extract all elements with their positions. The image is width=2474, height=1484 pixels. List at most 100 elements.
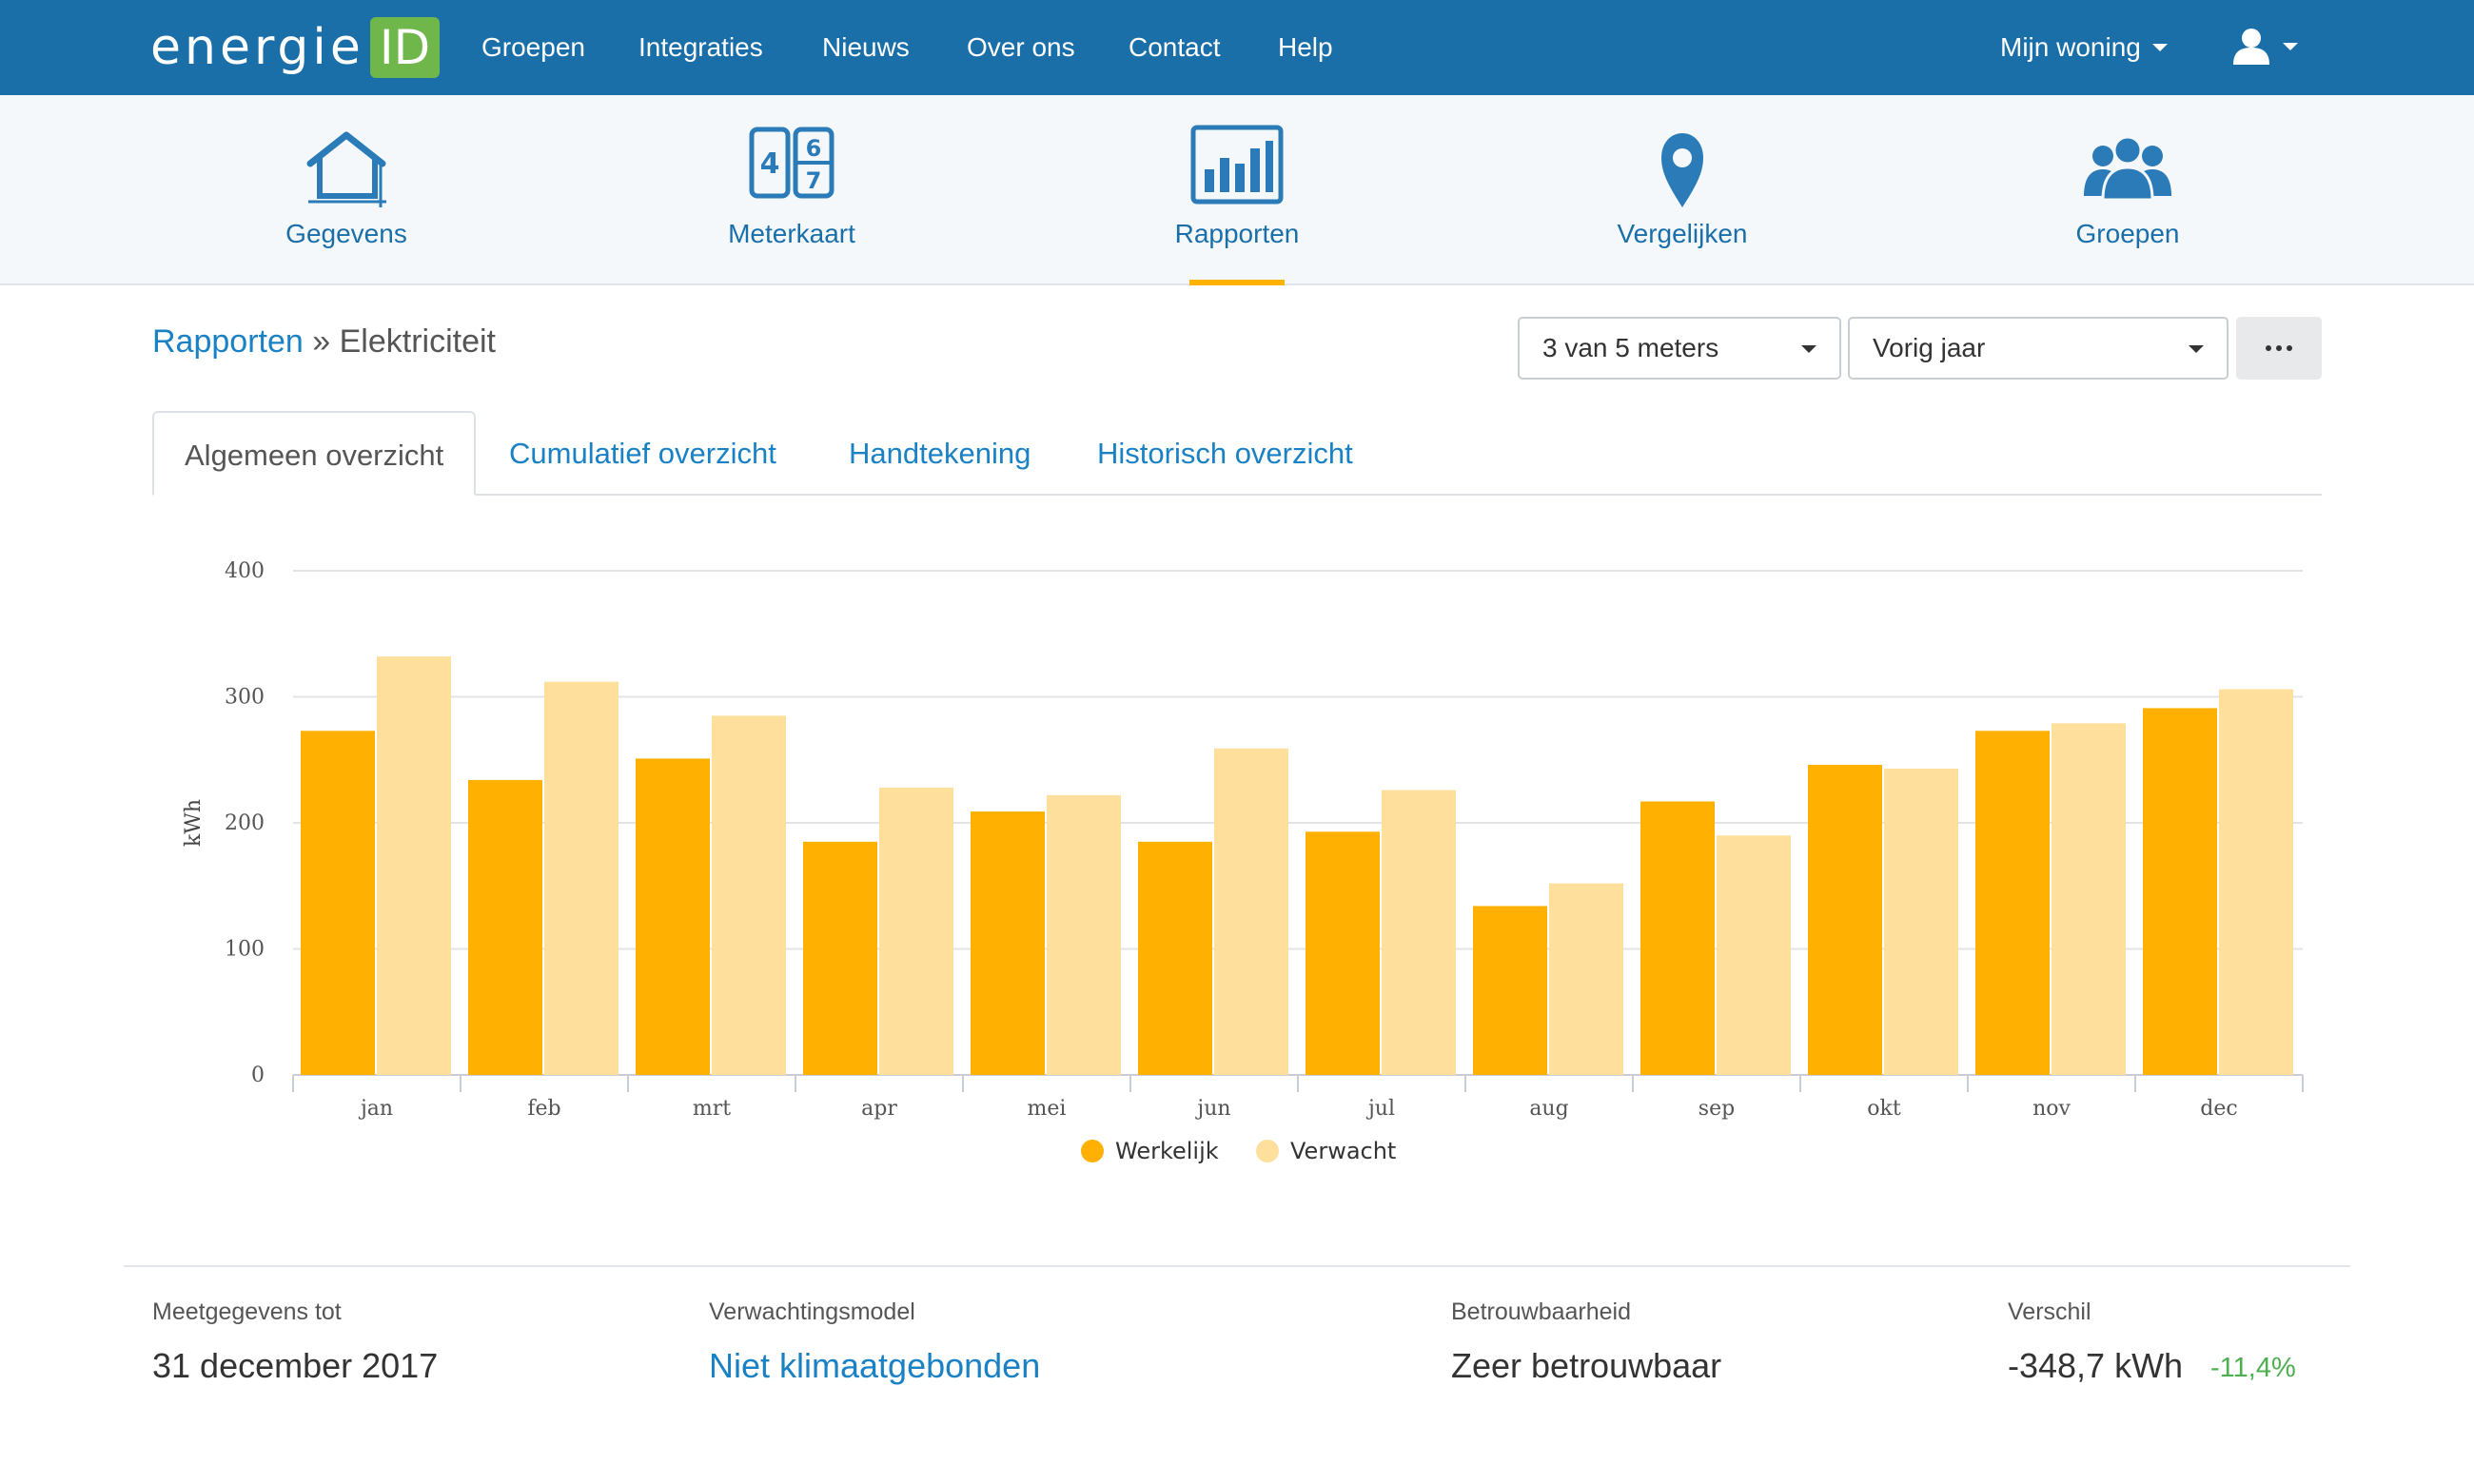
top-navbar: energie ID Groepen Integraties Nieuws Ov… (0, 0, 2474, 95)
difference-value: -348,7 kWh (2008, 1346, 2184, 1385)
measured-until-label: Meetgegevens tot (152, 1298, 342, 1325)
subnav-item-rapporten[interactable]: Rapporten (1094, 95, 1380, 285)
nav-contact[interactable]: Contact (1129, 32, 1221, 62)
svg-text:4: 4 (760, 147, 780, 181)
breadcrumb-current: Elektriciteit (339, 323, 496, 360)
meters-select[interactable]: 3 van 5 meters (1518, 317, 1841, 380)
bar-werkelijk-nov (1975, 731, 2050, 1075)
bar-werkelijk-mei (971, 811, 1045, 1075)
nav-help[interactable]: Help (1278, 32, 1333, 62)
nav-integraties[interactable]: Integraties (638, 32, 763, 62)
y-axis-label: kWh (182, 799, 206, 847)
bar-verwacht-nov (2052, 723, 2126, 1075)
legend-label-verwacht: Verwacht (1290, 1138, 1396, 1164)
section-divider (124, 1265, 2350, 1267)
x-tick-label: feb (527, 1097, 560, 1121)
subnav-item-groepen[interactable]: Groepen (1985, 95, 2270, 285)
x-tick-label: okt (1867, 1097, 1901, 1121)
tab-algemeen-overzicht[interactable]: Algemeen overzicht (152, 411, 477, 496)
map-pin-icon (1661, 133, 1703, 207)
reliability-value: Zeer betrouwbaar (1451, 1346, 1722, 1385)
meter-counter-icon: 4 6 7 (749, 127, 834, 199)
bar-verwacht-jan (377, 656, 451, 1075)
nav-groepen[interactable]: Groepen (481, 32, 585, 62)
tab-cumulatief-overzicht[interactable]: Cumulatief overzicht (509, 437, 776, 470)
difference-label: Verschil (2008, 1298, 2091, 1325)
ellipsis-icon (2266, 345, 2271, 351)
bar-verwacht-dec (2219, 689, 2293, 1075)
legend-marker-werkelijk (1081, 1140, 1104, 1162)
ellipsis-icon (2287, 345, 2292, 351)
chevron-down-icon (2151, 44, 2168, 51)
bar-werkelijk-jul (1306, 831, 1380, 1075)
legend-marker-verwacht (1256, 1140, 1279, 1162)
ellipsis-icon (2276, 345, 2282, 351)
x-tick-label: mrt (693, 1097, 731, 1121)
nav-over-ons[interactable]: Over ons (967, 32, 1075, 62)
bar-werkelijk-feb (468, 779, 542, 1075)
x-tick-label: jun (1194, 1097, 1230, 1121)
consumption-bar-chart: 0 100 200 300 400 kWh jan feb mrt apr mei jun jul aug… (182, 559, 2304, 1164)
x-tick-label: aug (1529, 1097, 1568, 1121)
people-icon (2084, 135, 2171, 202)
subnav-item-vergelijken[interactable]: Vergelijken (1540, 95, 1825, 285)
home-menu-label: Mijn woning (2000, 32, 2141, 62)
subnav-label: Groepen (2075, 219, 2180, 248)
bar-verwacht-jul (1382, 790, 1456, 1075)
bar-werkelijk-aug (1473, 906, 1547, 1075)
section-nav: Gegevens 4 6 7 Meterkaart Rapporten Verg (0, 95, 2474, 285)
subnav-label: Vergelijken (1617, 219, 1748, 248)
chevron-down-icon (1801, 345, 1816, 353)
subnav-item-gegevens[interactable]: Gegevens (204, 95, 489, 285)
bar-verwacht-aug (1549, 883, 1623, 1075)
bar-werkelijk-dec (2143, 708, 2217, 1075)
chevron-down-icon (2283, 43, 2298, 50)
bar-verwacht-okt (1884, 769, 1958, 1075)
nav-nieuws[interactable]: Nieuws (822, 32, 910, 62)
bar-chart-icon (1190, 125, 1284, 205)
bar-werkelijk-jan (301, 731, 375, 1075)
bar-werkelijk-okt (1808, 765, 1882, 1075)
bar-verwacht-feb (544, 681, 618, 1075)
expectation-model-label: Verwachtingsmodel (709, 1298, 915, 1325)
x-tick-label: mei (1028, 1097, 1067, 1121)
period-select[interactable]: Vorig jaar (1848, 317, 2229, 380)
user-menu[interactable] (2231, 27, 2298, 67)
breadcrumb-rapporten-link[interactable]: Rapporten (152, 323, 304, 360)
expectation-model-link[interactable]: Niet klimaatgebonden (709, 1346, 1041, 1385)
legend-label-werkelijk: Werkelijk (1115, 1138, 1219, 1164)
more-options-button[interactable] (2236, 317, 2322, 380)
x-tick-label: dec (2200, 1097, 2237, 1121)
x-tick-label: apr (861, 1097, 897, 1121)
difference-percent: -11,4% (2210, 1353, 2296, 1383)
y-tick-label: 300 (225, 686, 265, 710)
breadcrumb-separator: » (312, 323, 331, 360)
chevron-down-icon (2189, 345, 2204, 353)
period-select-value: Vorig jaar (1873, 333, 1986, 362)
subnav-label: Gegevens (285, 219, 407, 248)
bar-werkelijk-apr (803, 841, 877, 1075)
reliability-label: Betrouwbaarheid (1451, 1298, 1632, 1325)
meters-select-value: 3 van 5 meters (1542, 333, 1719, 362)
subnav-item-meterkaart[interactable]: 4 6 7 Meterkaart (649, 95, 934, 285)
bar-verwacht-mrt (712, 715, 786, 1075)
tab-handtekening[interactable]: Handtekening (849, 437, 1031, 470)
bar-verwacht-jun (1214, 748, 1288, 1075)
svg-text:7: 7 (806, 167, 822, 194)
tab-historisch-overzicht[interactable]: Historisch overzicht (1097, 437, 1353, 470)
y-tick-label: 400 (225, 559, 265, 583)
logo-badge: ID (369, 17, 441, 78)
bar-verwacht-sep (1717, 835, 1791, 1075)
home-menu[interactable]: Mijn woning (2000, 29, 2168, 67)
house-icon (306, 131, 386, 207)
y-tick-label: 0 (251, 1064, 265, 1087)
bar-werkelijk-jun (1138, 841, 1212, 1075)
measured-until-value: 31 december 2017 (152, 1346, 439, 1385)
bar-verwacht-mei (1047, 794, 1121, 1075)
energieid-logo[interactable]: energie ID (150, 17, 441, 78)
x-tick-label: jul (1365, 1097, 1395, 1121)
active-underline (1189, 280, 1285, 285)
breadcrumb: Rapporten » Elektriciteit (152, 323, 496, 361)
y-tick-label: 200 (225, 811, 265, 835)
tabs-baseline (152, 494, 2322, 496)
